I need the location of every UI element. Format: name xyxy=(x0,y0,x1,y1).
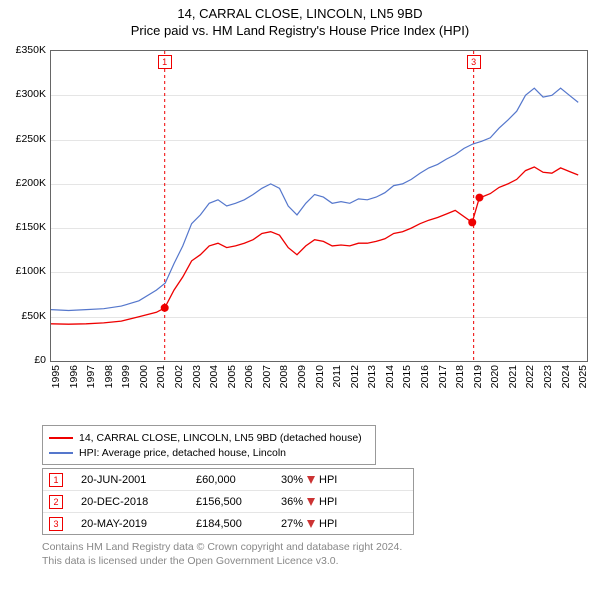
footer-attribution: Contains HM Land Registry data © Crown c… xyxy=(42,540,402,568)
x-tick-label: 2001 xyxy=(155,365,167,395)
transaction-date: 20-JUN-2001 xyxy=(81,474,196,486)
pct-value: 36% xyxy=(281,496,303,508)
pct-value: 30% xyxy=(281,474,303,486)
x-tick-label: 2011 xyxy=(331,365,343,395)
legend-swatch xyxy=(49,452,73,454)
y-tick-label: £50K xyxy=(8,310,46,322)
chart-marker-box: 1 xyxy=(158,55,172,69)
y-tick-label: £100K xyxy=(8,265,46,277)
transaction-row: 3 20-MAY-2019£184,50027% HPI xyxy=(43,512,413,534)
x-tick-label: 2016 xyxy=(419,365,431,395)
x-tick-label: 1996 xyxy=(68,365,80,395)
transaction-pct: 27% HPI xyxy=(281,518,337,530)
x-tick-label: 2010 xyxy=(314,365,326,395)
y-tick-label: £150K xyxy=(8,221,46,233)
transactions-table: 1 20-JUN-2001£60,00030% HPI 2 20-DEC-2018£15… xyxy=(42,468,414,535)
chart-container: 14, CARRAL CLOSE, LINCOLN, LN5 9BD Price… xyxy=(0,0,600,590)
title-block: 14, CARRAL CLOSE, LINCOLN, LN5 9BD Price… xyxy=(0,0,600,38)
y-tick-label: £200K xyxy=(8,177,46,189)
transaction-price: £60,000 xyxy=(196,474,281,486)
x-tick-label: 1995 xyxy=(50,365,62,395)
transaction-date: 20-MAY-2019 xyxy=(81,518,196,530)
transaction-row: 1 20-JUN-2001£60,00030% HPI xyxy=(43,469,413,490)
y-tick-label: £250K xyxy=(8,133,46,145)
x-tick-label: 2002 xyxy=(173,365,185,395)
x-tick-label: 2009 xyxy=(296,365,308,395)
transaction-price: £156,500 xyxy=(196,496,281,508)
arrow-down-icon xyxy=(307,520,315,528)
transaction-date: 20-DEC-2018 xyxy=(81,496,196,508)
footer-line1: Contains HM Land Registry data © Crown c… xyxy=(42,540,402,554)
pct-suffix: HPI xyxy=(319,496,337,508)
x-tick-label: 2007 xyxy=(261,365,273,395)
x-tick-label: 1998 xyxy=(103,365,115,395)
legend: 14, CARRAL CLOSE, LINCOLN, LN5 9BD (deta… xyxy=(42,425,376,465)
x-tick-label: 2004 xyxy=(208,365,220,395)
x-tick-label: 2006 xyxy=(243,365,255,395)
pct-suffix: HPI xyxy=(319,474,337,486)
y-tick-label: £300K xyxy=(8,88,46,100)
pct-suffix: HPI xyxy=(319,518,337,530)
x-tick-label: 2020 xyxy=(489,365,501,395)
x-tick-label: 2015 xyxy=(401,365,413,395)
arrow-down-icon xyxy=(307,498,315,506)
y-tick-label: £350K xyxy=(8,44,46,56)
x-tick-label: 2022 xyxy=(524,365,536,395)
x-tick-label: 2014 xyxy=(384,365,396,395)
x-tick-label: 2013 xyxy=(366,365,378,395)
x-tick-label: 2018 xyxy=(454,365,466,395)
legend-label: HPI: Average price, detached house, Linc… xyxy=(79,447,286,459)
arrow-down-icon xyxy=(307,476,315,484)
plot-svg xyxy=(51,51,587,361)
chart-subtitle: Price paid vs. HM Land Registry's House … xyxy=(0,23,600,38)
transaction-marker-box: 1 xyxy=(49,473,63,487)
pct-value: 27% xyxy=(281,518,303,530)
transaction-pct: 30% HPI xyxy=(281,474,337,486)
x-tick-label: 2005 xyxy=(226,365,238,395)
x-tick-label: 2025 xyxy=(577,365,589,395)
footer-line2: This data is licensed under the Open Gov… xyxy=(42,554,402,568)
chart-title-address: 14, CARRAL CLOSE, LINCOLN, LN5 9BD xyxy=(0,6,600,21)
legend-row: 14, CARRAL CLOSE, LINCOLN, LN5 9BD (deta… xyxy=(49,430,369,445)
transaction-marker-box: 2 xyxy=(49,495,63,509)
x-tick-label: 2024 xyxy=(560,365,572,395)
x-tick-label: 2008 xyxy=(278,365,290,395)
legend-row: HPI: Average price, detached house, Linc… xyxy=(49,445,369,460)
plot-area: 13 xyxy=(50,50,588,362)
chart-marker-box: 3 xyxy=(467,55,481,69)
legend-label: 14, CARRAL CLOSE, LINCOLN, LN5 9BD (deta… xyxy=(79,432,362,444)
x-tick-label: 2012 xyxy=(349,365,361,395)
x-tick-label: 2017 xyxy=(437,365,449,395)
legend-swatch xyxy=(49,437,73,439)
transaction-pct: 36% HPI xyxy=(281,496,337,508)
x-tick-label: 2023 xyxy=(542,365,554,395)
x-tick-label: 2003 xyxy=(191,365,203,395)
x-tick-label: 1997 xyxy=(85,365,97,395)
y-tick-label: £0 xyxy=(8,354,46,366)
transaction-row: 2 20-DEC-2018£156,50036% HPI xyxy=(43,490,413,512)
x-tick-label: 2019 xyxy=(472,365,484,395)
transaction-marker-box: 3 xyxy=(49,517,63,531)
chart-wrap: £0£50K£100K£150K£200K£250K£300K£350K 13 … xyxy=(8,46,592,416)
x-tick-label: 2021 xyxy=(507,365,519,395)
transaction-price: £184,500 xyxy=(196,518,281,530)
x-tick-label: 1999 xyxy=(120,365,132,395)
x-tick-label: 2000 xyxy=(138,365,150,395)
